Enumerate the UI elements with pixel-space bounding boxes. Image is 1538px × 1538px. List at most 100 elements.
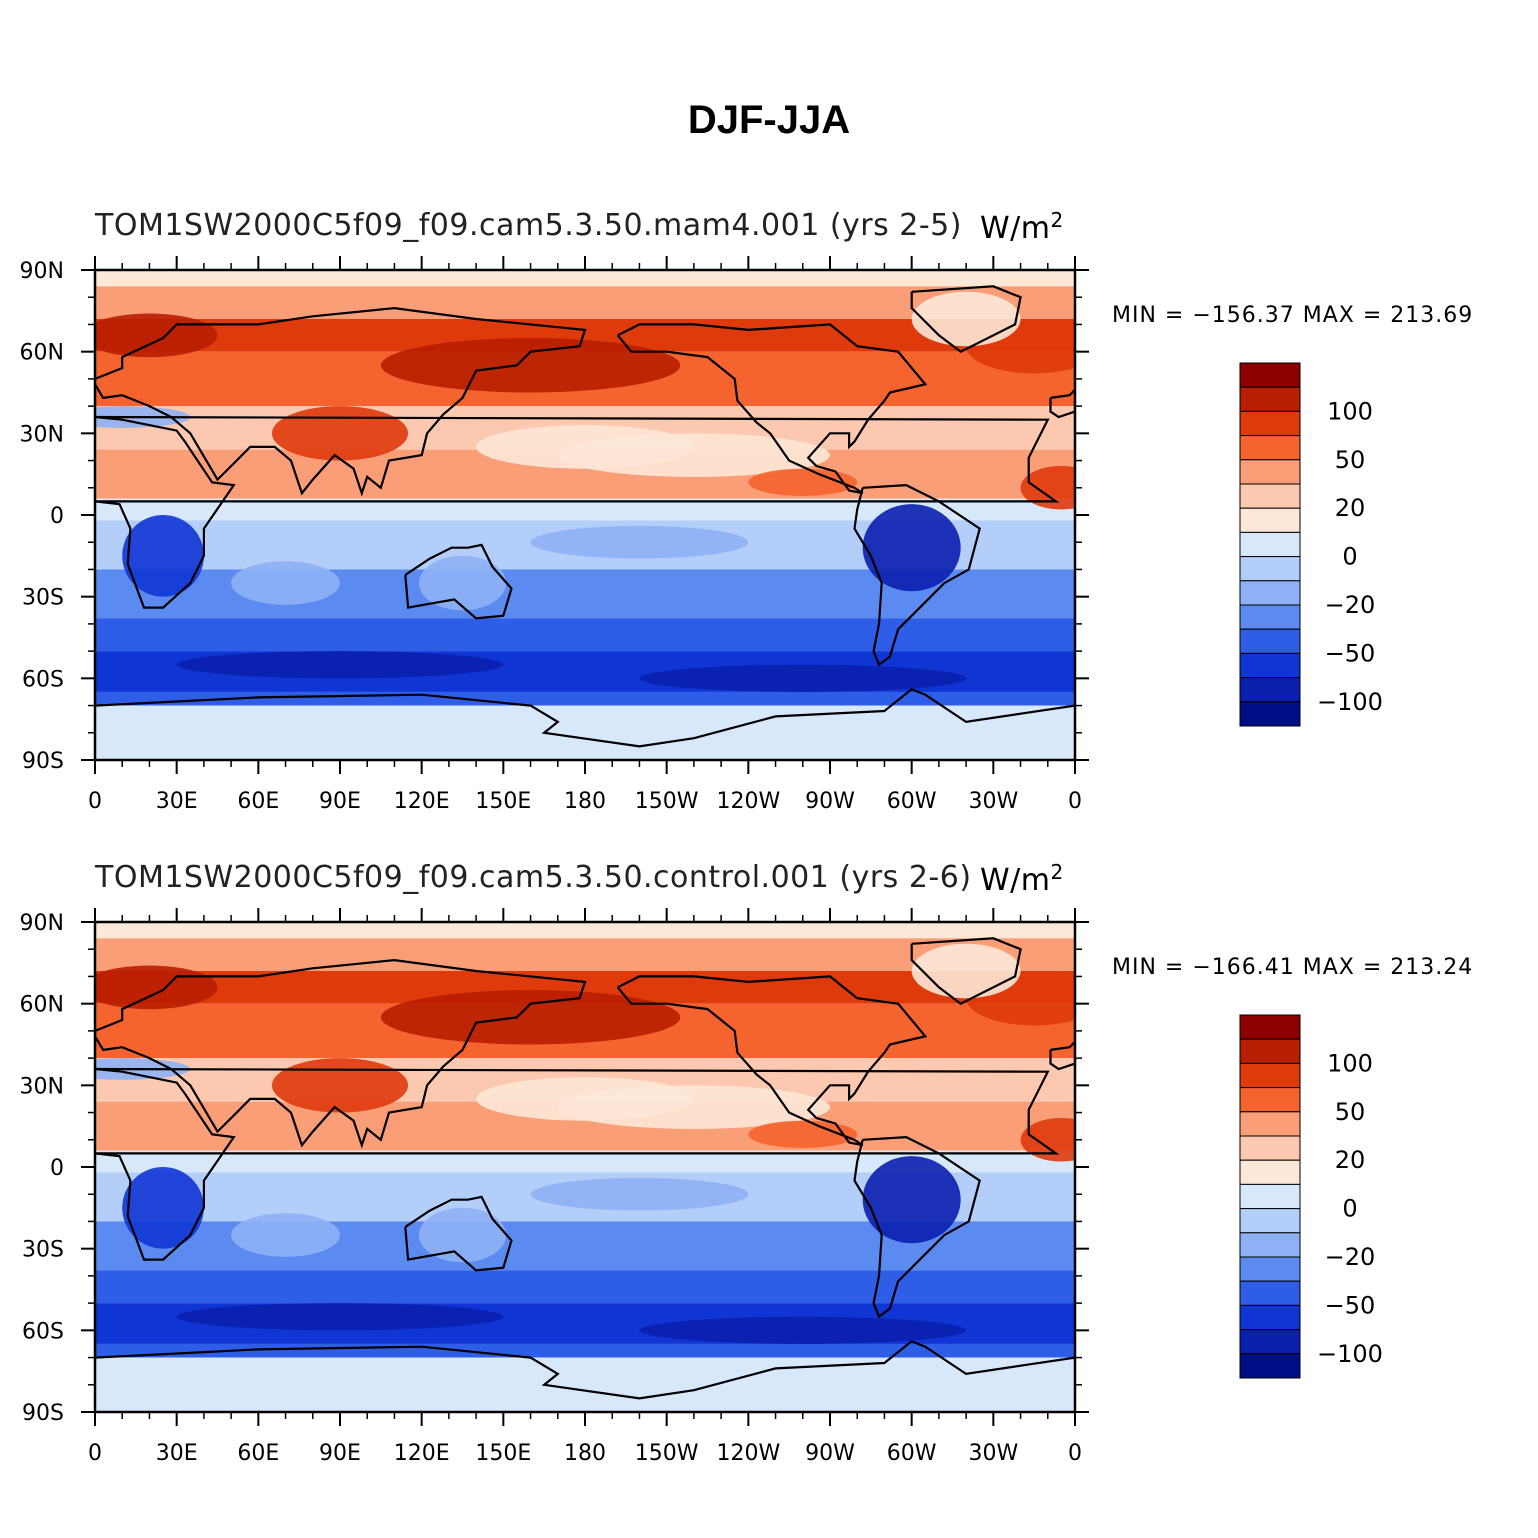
contour-blob — [380, 990, 681, 1045]
x-tick-label: 180 — [564, 789, 606, 814]
colorbar-box — [1239, 483, 1301, 509]
colorbar-label: −100 — [1317, 688, 1383, 716]
coastline — [853, 1135, 981, 1319]
coastline — [404, 543, 513, 620]
colorbar-label: −50 — [1325, 1291, 1376, 1319]
y-tick-label: 90N — [20, 911, 64, 936]
colorbar-box — [1239, 435, 1301, 461]
x-tick-label: 150E — [475, 789, 531, 814]
x-tick-label: 90E — [319, 789, 361, 814]
min-max-label: MIN = −156.37 MAX = 213.69 — [1112, 303, 1474, 328]
contour-band — [95, 618, 1075, 652]
min-max-label: MIN = −166.41 MAX = 213.24 — [1112, 955, 1474, 980]
coastline — [95, 1339, 1075, 1400]
panel-title-case: TOM1SW2000C5f09_f09.cam5.3.50.mam4.001 (… — [95, 208, 962, 243]
contour-band — [95, 1270, 1075, 1304]
colorbar-box — [1239, 459, 1301, 485]
colorbar-box — [1239, 410, 1301, 437]
colorbar-box — [1239, 1038, 1301, 1064]
x-tick-label: 60W — [887, 789, 937, 814]
colorbar-label: 50 — [1335, 1098, 1366, 1126]
x-tick-label: 180 — [564, 1441, 606, 1466]
colorbar-label: 20 — [1335, 494, 1366, 522]
colorbar-label: 20 — [1335, 1146, 1366, 1174]
colorbar-label: 0 — [1342, 1195, 1357, 1223]
coastline — [1049, 388, 1075, 419]
figure-title: DJF-JJA — [687, 98, 851, 142]
contour-blob — [862, 1156, 961, 1244]
coastline — [95, 306, 587, 497]
colorbar-box — [1239, 386, 1301, 412]
colorbar-box — [1239, 1329, 1301, 1355]
colorbar-label: −100 — [1317, 1340, 1383, 1368]
coastline — [1049, 1040, 1075, 1071]
colorbar-box — [1239, 1208, 1301, 1234]
coastline — [616, 323, 928, 495]
colorbar-label: −20 — [1325, 591, 1376, 619]
contour-blob — [231, 1213, 340, 1257]
x-tick-label: 60E — [237, 1441, 279, 1466]
contour-blob — [176, 651, 504, 679]
colorbar-box — [1239, 580, 1301, 606]
y-tick-label: 90S — [22, 749, 64, 774]
contour-blob — [748, 468, 858, 496]
contour-band — [95, 1357, 1075, 1412]
x-tick-label: 150E — [475, 1441, 531, 1466]
x-tick-label: 90E — [319, 1441, 361, 1466]
colorbar-box — [1239, 362, 1301, 388]
colorbar-box — [1239, 556, 1301, 582]
x-tick-label: 30E — [156, 1441, 198, 1466]
x-tick-label: 120W — [716, 1441, 780, 1466]
x-tick-label: 120W — [716, 789, 780, 814]
y-tick-label: 90N — [20, 259, 64, 284]
panel-bottom: TOM1SW2000C5f09_f09.cam5.3.50.control.00… — [0, 852, 1538, 1472]
x-tick-label: 0 — [1068, 789, 1082, 814]
colorbar-label: 100 — [1327, 397, 1373, 425]
x-tick-label: 30E — [156, 789, 198, 814]
contour-blob — [557, 1085, 831, 1129]
contour-blob — [1020, 466, 1075, 510]
contour-blob — [1020, 1118, 1075, 1162]
y-tick-label: 60N — [20, 993, 64, 1018]
y-tick-label: 60S — [22, 667, 64, 692]
colorbar-label: 100 — [1327, 1049, 1373, 1077]
y-tick-label: 60N — [20, 341, 64, 366]
contour-field — [95, 270, 1075, 760]
map-bottom: 0 30E 60E 90E 120E 150E 180 150W 120W 90W 60W 30W 09… — [20, 908, 1383, 1466]
contour-band — [95, 498, 1075, 521]
x-tick-label: 90W — [805, 789, 855, 814]
contour-blob — [176, 1303, 504, 1331]
coastline — [404, 1195, 513, 1272]
contour-band — [95, 705, 1075, 760]
contour-blob — [639, 1316, 967, 1344]
colorbar-box — [1239, 1159, 1301, 1185]
panel-top: TOM1SW2000C5f09_f09.cam5.3.50.mam4.001 (… — [0, 200, 1538, 820]
x-tick-label: 30W — [968, 789, 1018, 814]
colorbar-box — [1239, 604, 1301, 630]
contour-band — [95, 1150, 1075, 1173]
contour-blob — [271, 1058, 409, 1113]
x-tick-label: 60W — [887, 1441, 937, 1466]
contour-blob — [748, 1120, 858, 1148]
contour-band — [95, 270, 1075, 287]
contour-blob — [418, 1207, 507, 1263]
contour-blob — [95, 313, 218, 358]
map-top: 0 30E 60E 90E 120E 150E 180 150W 120W 90W 60W 30W 09… — [20, 256, 1383, 814]
colorbar-box — [1239, 628, 1301, 654]
units-label: W/m — [980, 863, 1051, 898]
colorbar-box — [1239, 1062, 1301, 1089]
contour-blob — [271, 406, 409, 461]
colorbar-box — [1239, 531, 1301, 558]
contour-blob — [639, 664, 967, 692]
y-tick-label: 0 — [50, 1156, 64, 1181]
coastline — [95, 958, 587, 1149]
colorbar-box — [1239, 1232, 1301, 1258]
x-tick-label: 0 — [1068, 1441, 1082, 1466]
contour-blob — [122, 515, 204, 597]
y-tick-label: 30S — [22, 1238, 64, 1263]
x-tick-label: 120E — [394, 1441, 450, 1466]
x-tick-label: 30W — [968, 1441, 1018, 1466]
colorbar-box — [1239, 652, 1301, 679]
colorbar-box — [1239, 677, 1301, 703]
y-tick-label: 30N — [20, 1074, 64, 1099]
